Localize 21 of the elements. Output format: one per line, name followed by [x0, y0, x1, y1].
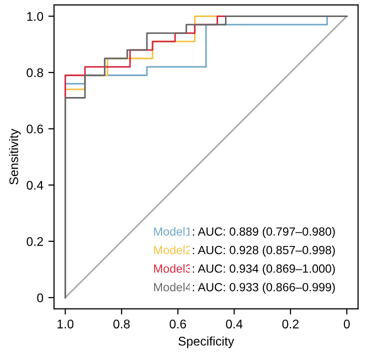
y-tick-label: 1.0	[27, 12, 44, 21]
y-tick-label: 0.8	[26, 68, 44, 78]
x-tick-label: 0.8	[113, 320, 130, 328]
x-tick-label: 0.2	[282, 320, 299, 328]
y-tick-label: 0.2	[26, 237, 43, 246]
text: Model1	[154, 227, 192, 236]
y-tick-label: 0.6	[26, 124, 44, 134]
text: Model2	[154, 246, 192, 254]
x-tick-label: 0.6	[170, 320, 186, 328]
annotation: : AUC: 0.934 (0.869–1.000)	[192, 264, 335, 276]
text: Model4	[154, 282, 192, 292]
x-axis-title: Specificity	[178, 336, 234, 348]
annotation: : AUC: 0.889 (0.797–0.980)	[192, 227, 335, 238]
y-axis-title: Sensitivity	[9, 128, 21, 184]
y-tick-label: 0	[37, 293, 44, 302]
x-tick-label: 0.4	[226, 320, 243, 328]
annotation: : AUC: 0.933 (0.866–0.999)	[192, 282, 335, 294]
y-tick-label: 0.4	[26, 180, 44, 190]
x-tick-label: 1.0	[58, 320, 74, 328]
x-tick-label: 0	[344, 320, 350, 328]
annotation: : AUC: 0.928 (0.857–0.998)	[192, 246, 335, 257]
